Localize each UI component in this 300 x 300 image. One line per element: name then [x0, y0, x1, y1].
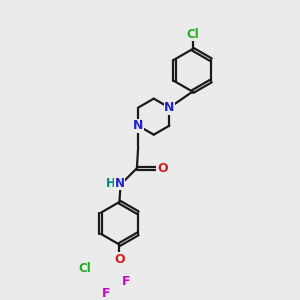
Text: N: N — [114, 177, 124, 190]
Text: O: O — [114, 253, 125, 266]
Text: O: O — [157, 162, 168, 175]
Text: N: N — [133, 119, 143, 132]
Text: F: F — [122, 275, 130, 288]
Text: H: H — [106, 177, 116, 190]
Text: F: F — [102, 287, 111, 300]
Text: Cl: Cl — [186, 28, 199, 40]
Text: Cl: Cl — [79, 262, 91, 275]
Text: N: N — [164, 101, 175, 114]
